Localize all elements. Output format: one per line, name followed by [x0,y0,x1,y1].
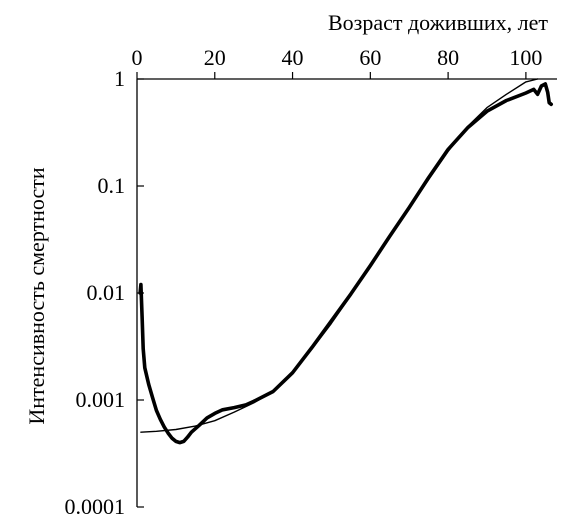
y-tick-label: 0.001 [76,387,126,412]
ticks: 0 20 40 60 80 100 0.0001 0.001 0.01 0.1 1 [65,45,543,519]
x-tick-label: 100 [509,45,542,70]
y-axis-label: Интенсивность смертности [24,167,49,424]
x-tick-label: 0 [132,45,143,70]
x-tick-label: 20 [204,45,226,70]
y-tick-label: 0.0001 [65,494,126,519]
axes [136,78,557,507]
y-tick-label: 1 [114,66,125,91]
x-tick-label: 60 [359,45,381,70]
series-line-thick [138,82,554,445]
x-axis-label: Возраст доживших, лет [328,10,548,35]
x-tick-label: 80 [437,45,459,70]
series-lines [138,78,554,445]
x-tick-label: 40 [282,45,304,70]
y-tick-label: 0.1 [98,173,126,198]
y-tick-label: 0.01 [87,280,126,305]
series-line-thin [140,78,539,433]
